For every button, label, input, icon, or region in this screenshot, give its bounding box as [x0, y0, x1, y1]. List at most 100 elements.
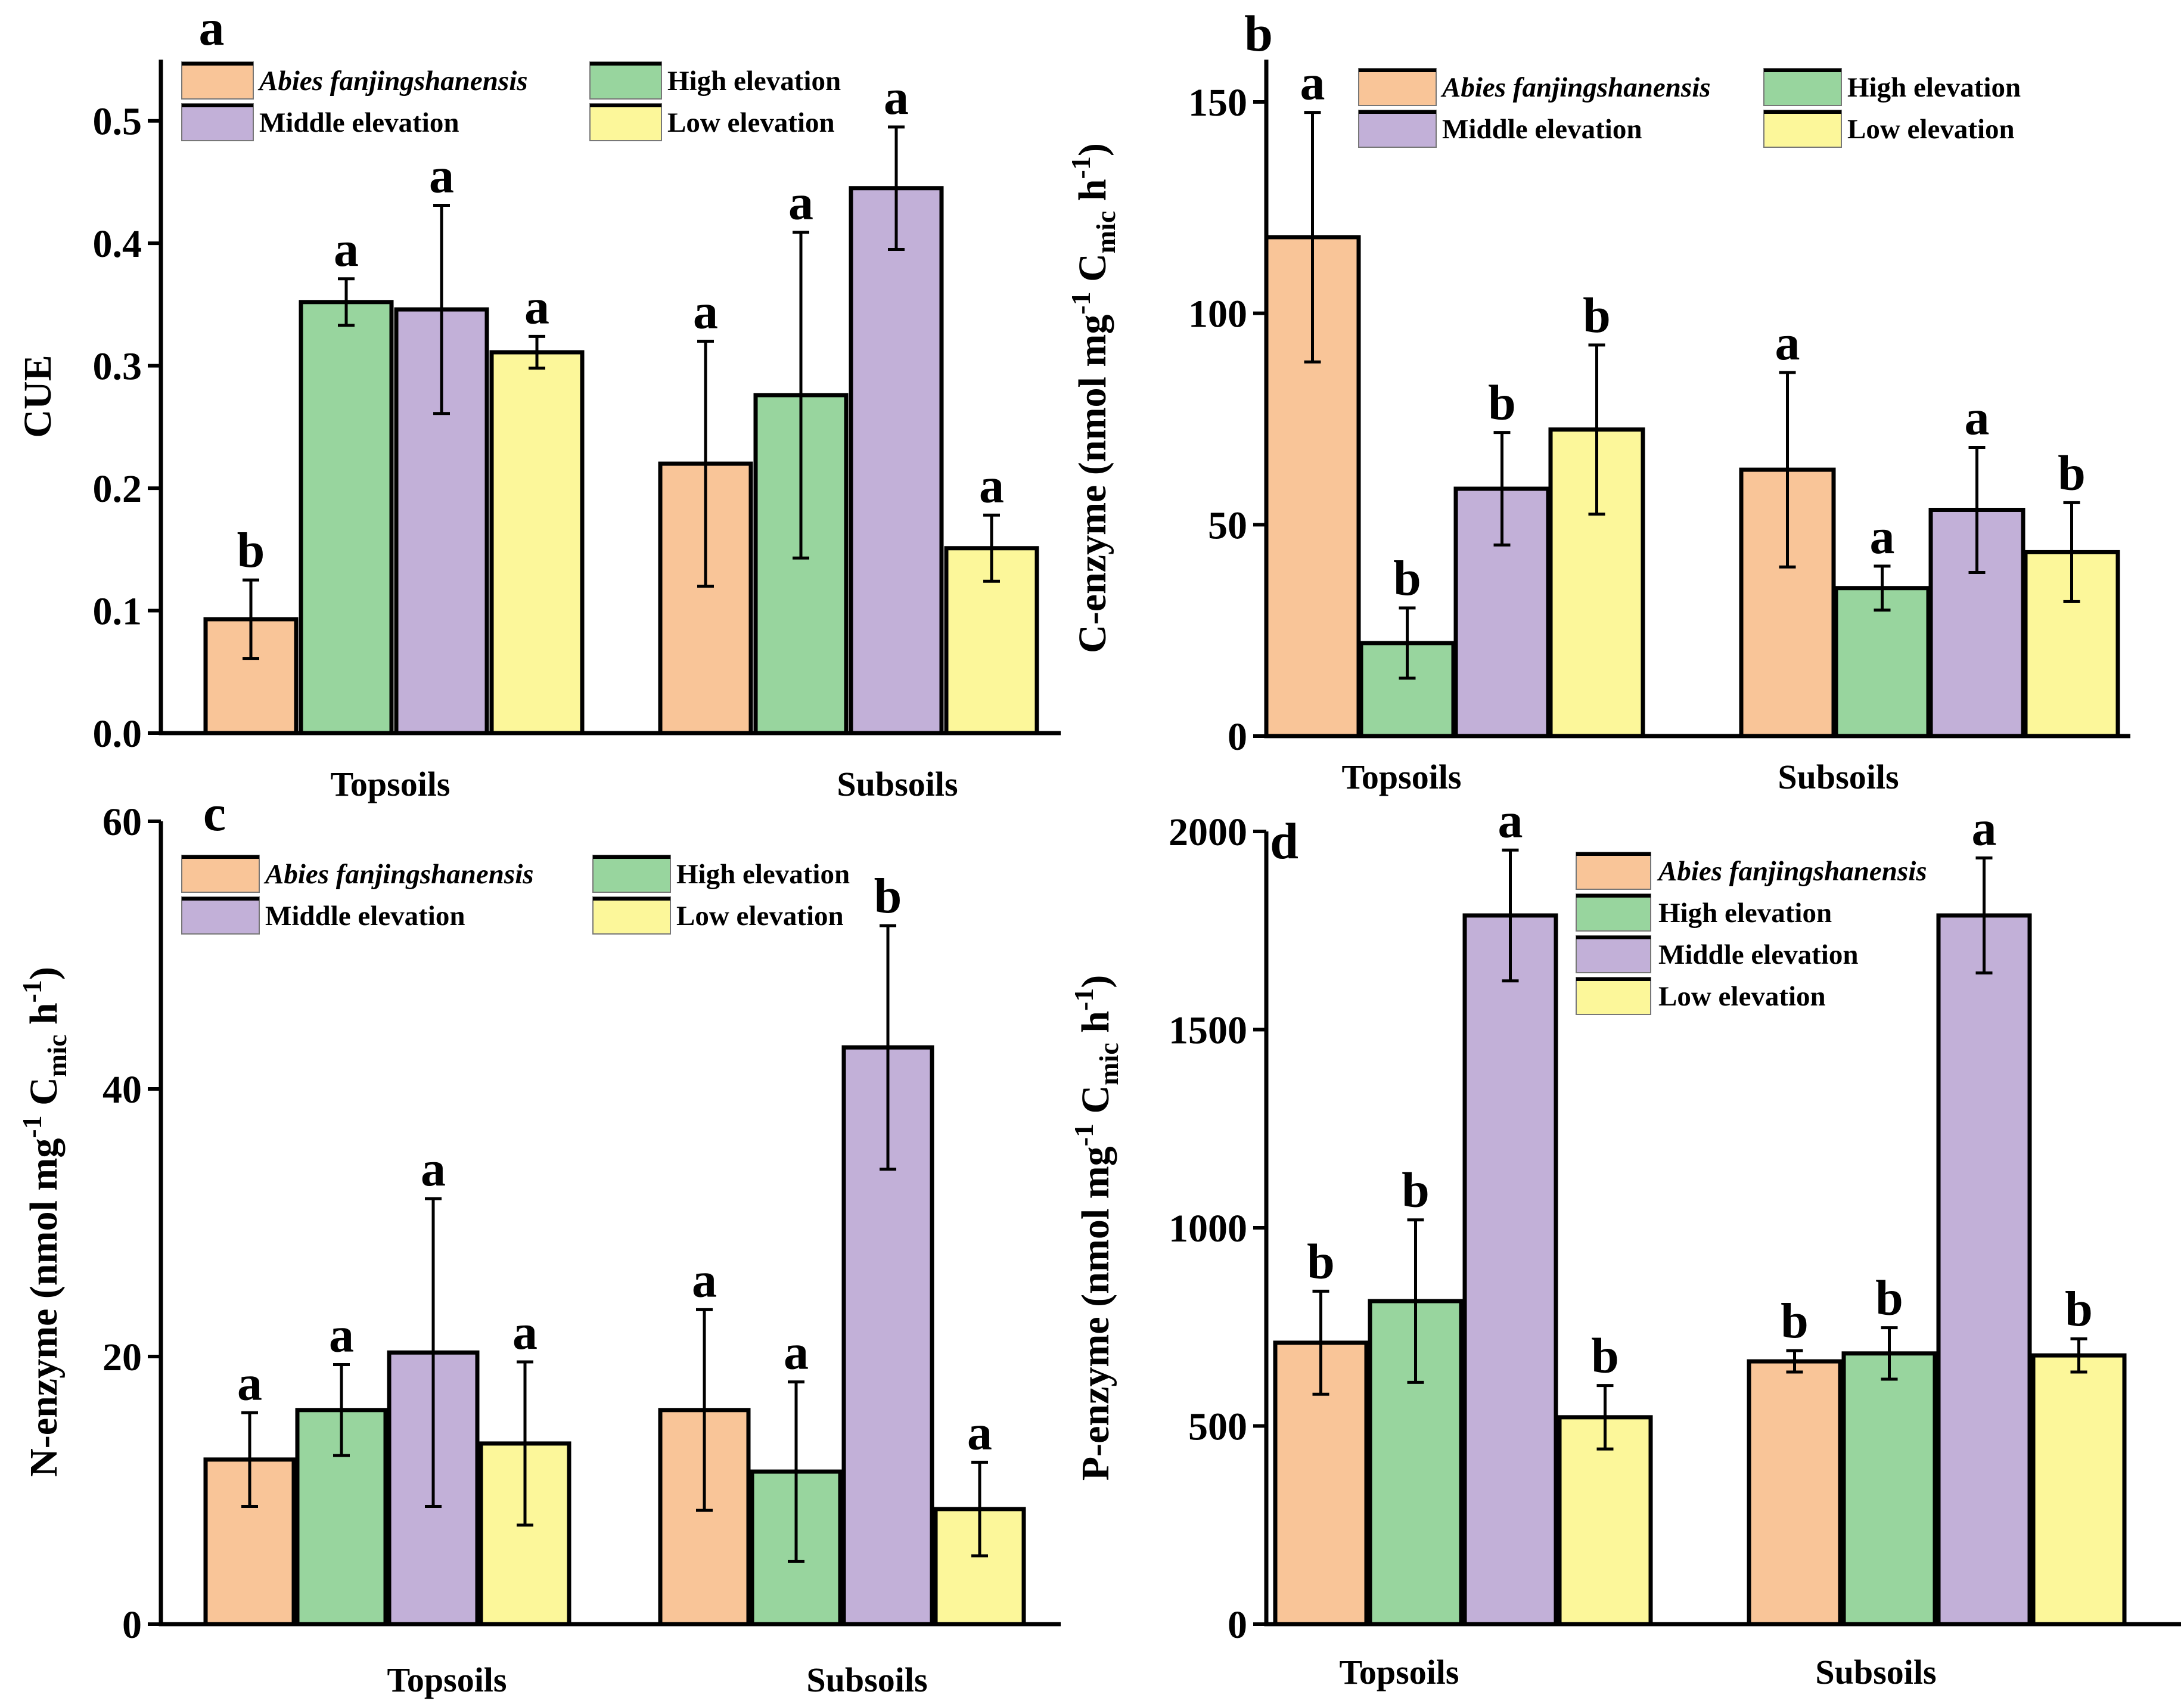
legend-label-low-elevation: Low elevation	[1847, 114, 2015, 145]
legend-label-middle-elevation: Middle elevation	[1442, 114, 1642, 145]
y-axis-title-part: mic	[1091, 211, 1121, 254]
y-tick-label: 0.5	[93, 100, 142, 144]
legend-label-high-elevation: High elevation	[1847, 72, 2021, 103]
legend-swatch-high-elevation	[592, 855, 671, 893]
y-tick-label: 0	[122, 1603, 142, 1647]
error-bar-low-elevation-topsoils	[1596, 1384, 1614, 1451]
y-tick-label: 50	[1208, 504, 1247, 547]
y-tick-label: 1500	[1169, 1009, 1247, 1053]
legend-label-abies-fanjingshanensis: Abies fanjingshanensis	[1440, 72, 1711, 103]
error-bar-middle-elevation-topsoils	[425, 1197, 442, 1508]
y-tick-label: 40	[102, 1068, 142, 1112]
significance-letter: b	[237, 523, 265, 578]
legend-label-abies-fanjingshanensis: Abies fanjingshanensis	[257, 66, 528, 97]
error-bar-middle-elevation-subsoils	[1975, 856, 1993, 974]
y-axis-title-part: h	[1071, 179, 1114, 210]
error-bar-low-elevation-topsoils	[517, 1360, 533, 1527]
significance-letter: a	[1775, 315, 1800, 371]
y-axis-title-part: -1	[17, 980, 47, 1002]
bar-middle-elevation-subsoils	[849, 186, 944, 735]
legend-swatch-middle-elevation	[1358, 110, 1437, 148]
category-label-subsoils: Subsoils	[1815, 1653, 1936, 1691]
legend-label-high-elevation: High elevation	[676, 859, 850, 890]
error-bar-abies-fanjingshanensis-subsoils	[697, 340, 714, 588]
legend-swatch-high-elevation	[1576, 893, 1651, 932]
error-bar-high-elevation-topsoils	[338, 277, 355, 327]
legend-swatch-abies-fanjingshanensis	[1576, 852, 1651, 890]
panel-label: d	[1270, 812, 1298, 870]
legend-label-middle-elevation: Middle elevation	[265, 901, 465, 932]
significance-letter: a	[524, 279, 549, 334]
significance-letter: a	[429, 148, 454, 203]
y-tick-label: 100	[1188, 293, 1247, 336]
bar-abies-fanjingshanensis-subsoils	[1747, 1359, 1843, 1627]
category-label-topsoils: Topsoils	[1342, 758, 1462, 796]
significance-letter: a	[1498, 793, 1523, 848]
legend-swatch-high-elevation	[589, 61, 662, 100]
significance-letter: a	[1870, 509, 1895, 564]
y-tick-label: 2000	[1169, 811, 1247, 854]
significance-letter: a	[237, 1355, 262, 1411]
y-axis-title-part: h	[22, 1002, 66, 1034]
category-label-subsoils: Subsoils	[837, 765, 958, 803]
y-axis-title-part: C	[22, 1077, 66, 1115]
panel-label: a	[199, 0, 225, 56]
significance-letter: b	[874, 868, 902, 924]
significance-letter: a	[329, 1307, 354, 1362]
significance-letter: b	[1875, 1271, 1903, 1326]
y-axis-title-part: -1	[1068, 1123, 1099, 1146]
significance-letter: b	[1583, 288, 1611, 343]
legend-label-high-elevation: High elevation	[1658, 898, 1832, 929]
panel-d: b b b b a a b b 0 500 1000 1500 2000 Topsoils Subsoils…	[1068, 793, 2181, 1691]
significance-letter: a	[334, 222, 359, 277]
y-axis-title-part: C	[1074, 1085, 1117, 1123]
category-label-topsoils: Topsoils	[1340, 1653, 1459, 1691]
panel-label: c	[203, 784, 226, 842]
y-tick-label: 0	[1228, 1603, 1247, 1647]
significance-letter: b	[1781, 1293, 1809, 1349]
error-bar-abies-fanjingshanensis-topsoils	[243, 578, 259, 660]
legend-label-low-elevation: Low elevation	[676, 901, 844, 932]
error-bar-abies-fanjingshanensis-topsoils	[241, 1411, 258, 1508]
y-axis-title-part: mic	[1093, 1042, 1124, 1085]
y-tick-label: 0.3	[93, 345, 142, 389]
category-label-subsoils: Subsoils	[1778, 758, 1899, 796]
error-bar-low-elevation-subsoils	[983, 513, 1000, 583]
legend-swatch-high-elevation	[1763, 68, 1842, 106]
legend-swatch-middle-elevation	[181, 896, 260, 935]
error-bar-high-elevation-topsoils	[1399, 606, 1416, 680]
legend-swatch-low-elevation	[589, 103, 662, 141]
legend-label-middle-elevation: Middle elevation	[1658, 939, 1859, 970]
significance-letter: a	[1965, 390, 1990, 445]
legend-swatch-low-elevation	[592, 896, 671, 935]
y-axis-title-part: )	[22, 967, 66, 980]
y-axis-title-part: h	[1074, 1011, 1117, 1042]
legend-swatch-middle-elevation	[1576, 935, 1651, 973]
y-axis-title-part: -1	[1065, 291, 1096, 314]
significance-letter: a	[788, 175, 813, 231]
y-axis-title-part: C	[1071, 253, 1114, 291]
bar-middle-elevation-subsoils	[1936, 913, 2032, 1627]
category-label-topsoils: Topsoils	[387, 1660, 507, 1699]
category-label-topsoils: Topsoils	[331, 765, 451, 803]
legend-swatch-abies-fanjingshanensis	[181, 855, 260, 893]
legend-swatch-abies-fanjingshanensis	[181, 61, 254, 100]
bar-high-elevation-topsoils	[299, 300, 394, 735]
error-bar-middle-elevation-subsoils	[888, 125, 905, 251]
panel-c: a a a a a b a a 0 20 40 60 Topsoils Subsoils N-enzyme …	[17, 784, 1061, 1699]
y-tick-label: 1000	[1169, 1207, 1247, 1250]
significance-letter: b	[1402, 1163, 1430, 1218]
significance-letter: b	[1591, 1329, 1619, 1384]
significance-letter: a	[979, 458, 1004, 513]
bar-high-elevation-subsoils	[1841, 1351, 1937, 1627]
error-bar-high-elevation-subsoils	[788, 1380, 804, 1563]
y-axis-title-part: N-enzyme (nmol mg	[22, 1138, 66, 1477]
significance-letter: a	[692, 1252, 717, 1308]
error-bar-high-elevation-subsoils	[1874, 564, 1891, 612]
error-bar-middle-elevation-topsoils	[1493, 431, 1511, 547]
y-tick-label: 0.4	[93, 222, 142, 266]
significance-letter: a	[967, 1405, 992, 1460]
error-bar-high-elevation-subsoils	[793, 231, 809, 560]
error-bar-abies-fanjingshanensis-subsoils	[1786, 1349, 1803, 1374]
